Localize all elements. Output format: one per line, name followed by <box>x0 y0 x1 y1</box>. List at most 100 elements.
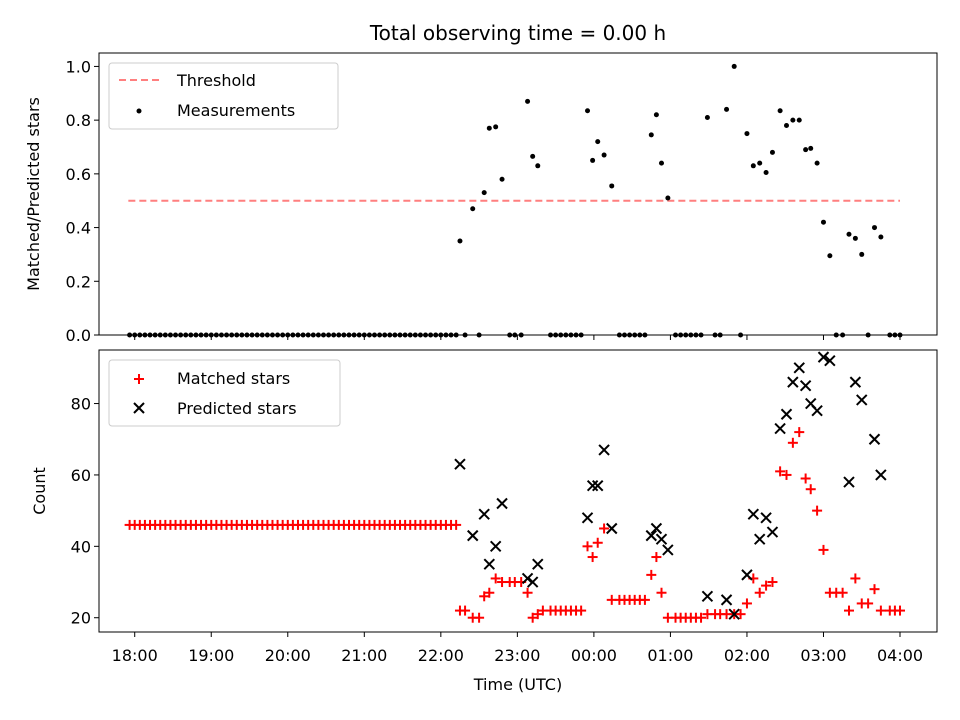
measurement-point <box>878 234 884 240</box>
measurement-point <box>470 206 476 212</box>
predicted-star-point <box>650 522 663 535</box>
bottom-legend-box <box>108 359 341 427</box>
bottom-y-tick-label: 60 <box>71 466 91 485</box>
measurement-point <box>872 225 878 231</box>
matched-star-point <box>527 612 538 623</box>
legend-matched-label: Matched stars <box>177 369 290 388</box>
top-legend: Threshold Measurements <box>108 62 339 130</box>
measurement-point <box>790 117 796 123</box>
matched-star-point <box>767 577 778 588</box>
top-y-ticks: 0.0 0.2 0.4 0.6 0.8 1.0 <box>66 57 99 345</box>
matched-star-point <box>735 609 746 620</box>
measurement-point <box>704 114 710 120</box>
predicted-star-point <box>793 362 805 374</box>
matched-star-point <box>696 612 707 623</box>
measurement-point <box>648 132 654 138</box>
measurement-point <box>724 106 730 112</box>
x-tick-label: 20:00 <box>265 646 311 665</box>
predicted-star-point <box>843 476 855 488</box>
bottom-y-axis-label: Count <box>30 467 49 515</box>
measurement-point <box>750 163 756 169</box>
predicted-star-point <box>780 408 793 420</box>
matched-star-point <box>800 473 811 484</box>
predicted-star-point <box>521 572 534 585</box>
predicted-star-point <box>454 458 466 470</box>
measurement-point <box>731 63 737 69</box>
matched-star-point <box>460 605 471 616</box>
matched-star-point <box>576 605 587 616</box>
predicted-star-point <box>875 469 887 481</box>
measurement-point <box>827 253 833 259</box>
measurement-point <box>859 251 865 257</box>
top-y-tick-label: 0.6 <box>66 165 91 184</box>
matched-star-point <box>875 605 886 616</box>
measurement-point <box>846 231 852 237</box>
x-tick-label: 00:00 <box>571 646 617 665</box>
measurement-point <box>783 123 789 129</box>
predicted-star-point <box>662 544 674 556</box>
matched-star-point <box>863 598 874 609</box>
predicted-star-point <box>526 576 539 588</box>
matched-star-point <box>895 605 906 616</box>
top-y-axis-label: Matched/Predicted stars <box>24 97 43 291</box>
top-x-ticks <box>134 335 901 340</box>
matched-star-point <box>474 612 485 623</box>
matched-star-point <box>805 484 816 495</box>
matched-star-point <box>754 587 765 598</box>
matched-star-point <box>812 505 823 516</box>
matched-star-point <box>775 466 786 477</box>
matched-star-point <box>794 427 805 438</box>
x-tick-label: 21:00 <box>341 646 387 665</box>
matched-star-point <box>850 573 861 584</box>
legend-matched-plus-icon <box>134 374 144 384</box>
predicted-star-point <box>592 479 604 492</box>
bottom-y-ticks: 20 40 60 80 <box>71 395 99 628</box>
measurement-point <box>757 160 763 166</box>
measurement-point <box>653 112 659 118</box>
measurement-point <box>486 125 492 131</box>
matched-star-point <box>490 573 501 584</box>
predicted-star-point <box>489 540 502 553</box>
predicted-star-point <box>483 558 496 570</box>
predicted-star-point <box>701 590 714 603</box>
measurement-point <box>769 149 775 155</box>
matched-star-point <box>741 598 752 609</box>
predicted-star-point <box>581 512 594 524</box>
measurement-point <box>777 108 783 114</box>
x-tick-label: 03:00 <box>800 646 846 665</box>
predicted-star-point <box>645 529 657 542</box>
x-tick-label: 01:00 <box>647 646 693 665</box>
predicted-star-point <box>586 479 599 492</box>
measurement-point <box>601 152 607 158</box>
bottom-axes: 20 40 60 80 18:00 19:00 20:00 21:00 22:00 23:00 0… <box>30 349 938 694</box>
bottom-x-ticks: 18:00 19:00 20:00 21:00 22:00 23:00 00:00 01:00… <box>112 632 923 665</box>
predicted-star-point <box>766 526 779 538</box>
predicted-star-point <box>799 379 812 392</box>
top-axes-frame <box>98 52 938 336</box>
measurement-point <box>499 176 505 182</box>
measurement-point <box>763 170 769 176</box>
measurement-point <box>595 139 601 145</box>
matched-star-point <box>484 587 495 598</box>
matched-star-point <box>818 544 829 555</box>
matched-star-point <box>656 587 667 598</box>
predicted-star-point <box>747 508 760 520</box>
measurement-point <box>609 183 615 189</box>
predicted-star-point <box>824 355 836 367</box>
measurement-point <box>658 160 664 166</box>
x-tick-label: 22:00 <box>418 646 464 665</box>
legend-measurements-label: Measurements <box>177 101 295 120</box>
matched-star-point <box>451 519 462 530</box>
predicted-star-point <box>817 351 830 363</box>
matched-star-point <box>761 580 772 591</box>
predicted-star-point <box>868 433 881 445</box>
predicted-star-point <box>496 497 508 510</box>
measurement-point <box>796 117 802 123</box>
predicted-star-point <box>811 404 823 417</box>
predicted-star-point <box>655 533 668 545</box>
bottom-y-tick-label: 20 <box>71 609 91 628</box>
predicted-star-point <box>606 522 618 535</box>
predicted-star-point <box>728 608 740 620</box>
matched-star-point <box>787 437 798 448</box>
measurement-point <box>665 195 671 201</box>
